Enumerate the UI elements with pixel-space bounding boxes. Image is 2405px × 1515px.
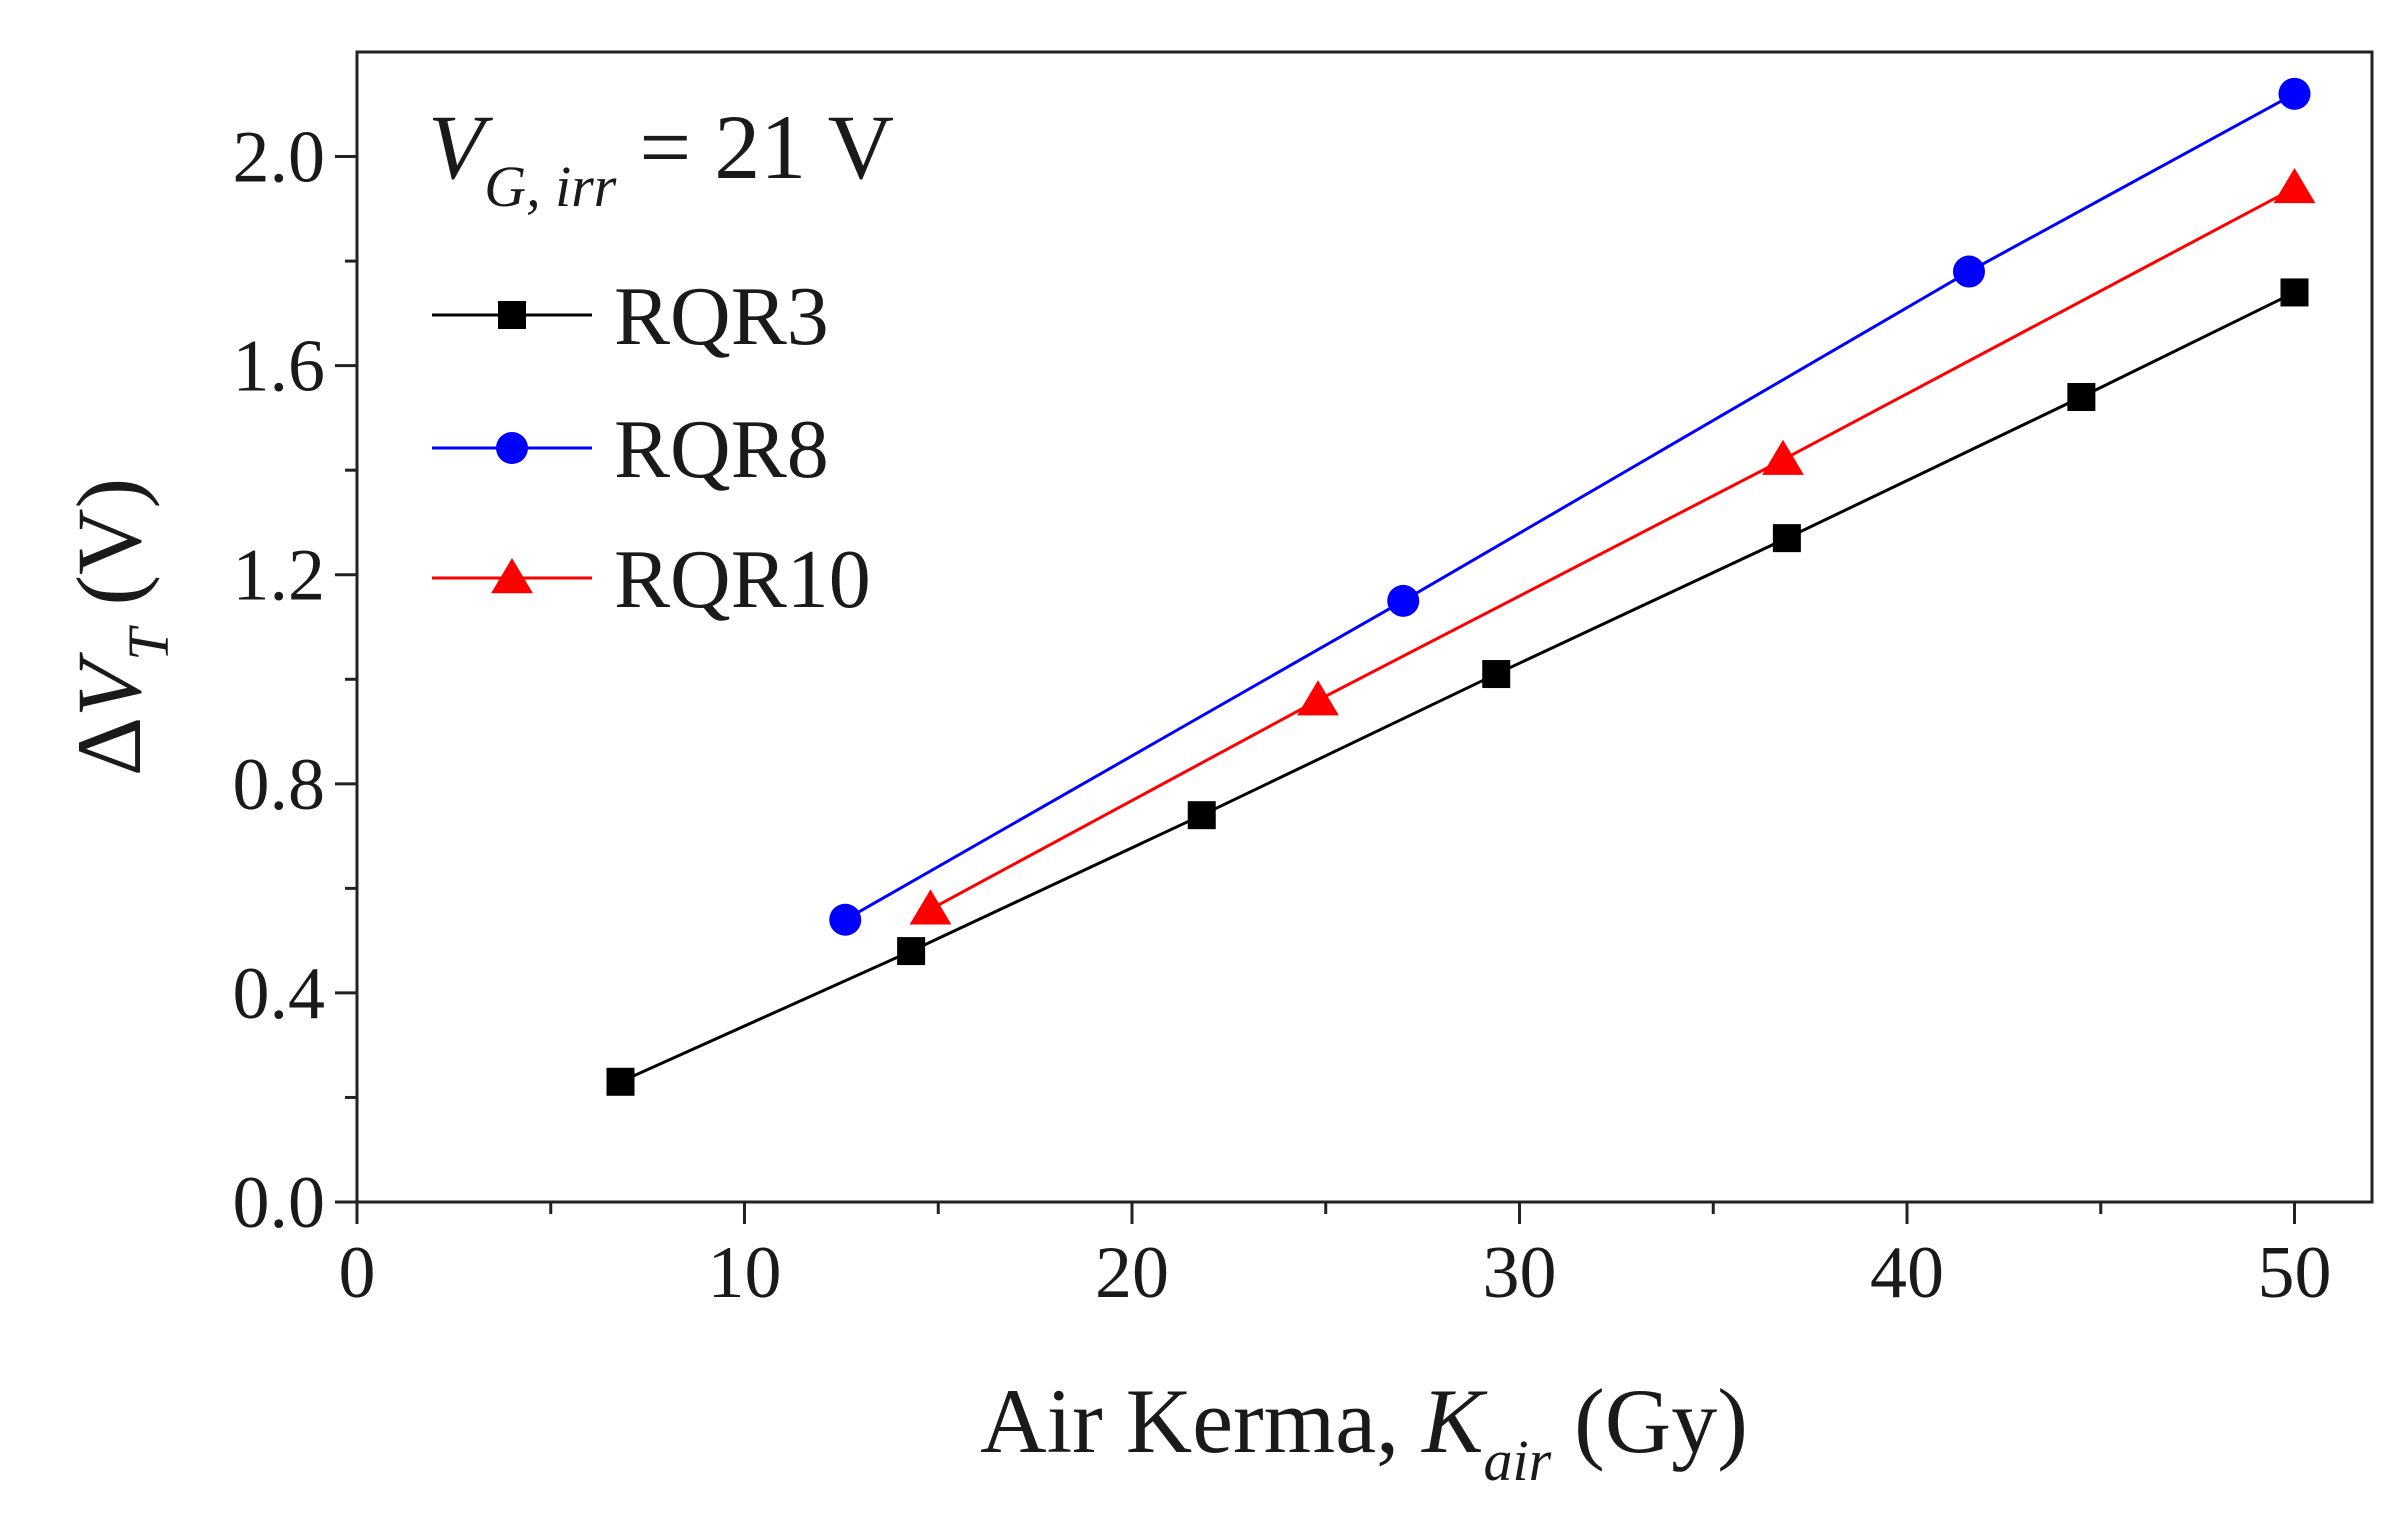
data-point-rqr10 [1762,439,1804,475]
legend-label-rqr10: RQR10 [614,533,871,626]
y-tick-label: 2.0 [233,117,326,199]
y-tick-label: 1.6 [233,326,326,408]
legend-item-rqr3: RQR3 [432,270,829,363]
data-point-rqr10 [1297,680,1339,716]
x-tick-label: 0 [339,1232,376,1314]
x-tick-label: 10 [708,1232,782,1314]
legend-item-rqr8: RQR8 [432,403,829,496]
legend-item-rqr10: RQR10 [432,533,871,626]
y-axis-title-var: V [58,651,160,717]
data-point-rqr10 [2273,167,2316,204]
data-point-rqr3 [1187,801,1216,830]
y-axis-title-sub: T [116,625,181,661]
legend-label-rqr8: RQR8 [614,403,829,496]
series-line-rqr3 [619,291,2296,1084]
x-axis-title-unit: (Gy) [1551,1370,1748,1472]
data-point-rqr10 [909,889,952,925]
x-tick-label: 30 [1483,1232,1557,1314]
axis-tick-labels: 0 10 20 30 40 50 0.0 0.4 0.8 1.2 1.6 2.0 [233,117,2332,1314]
data-point-rqr8 [2278,77,2311,110]
legend-swatch-marker [498,301,526,329]
series-line-rqr10 [929,186,2296,911]
annotation-rest: = 21 V [616,96,894,198]
y-tick-label: 0.4 [233,953,326,1035]
y-tick-label: 1.2 [233,535,326,617]
x-tick-label: 50 [2258,1232,2332,1314]
data-point-rqr3 [2067,383,2096,411]
axis-ticks [335,155,2296,1224]
data-point-rqr3 [1482,660,1511,689]
legend-swatch-marker [491,558,533,594]
annotation-sub: G, irr [484,154,617,219]
data-point-rqr8 [829,903,862,936]
y-axis-title-prefix: Δ [58,717,160,776]
series-rqr10 [909,167,2316,925]
y-axis-title: ΔVT (V) [58,478,181,776]
y-tick-label: 0.0 [233,1162,326,1244]
data-point-rqr3 [2280,278,2309,307]
legend-label-rqr3: RQR3 [614,270,829,363]
data-point-rqr3 [1772,524,1801,553]
data-point-rqr3 [897,937,926,966]
series-line-rqr8 [844,92,2296,922]
y-axis-title-unit: (V) [58,478,160,629]
annotation: VG, irr = 21 V [428,96,894,219]
x-axis-title-sub: air [1483,1428,1551,1493]
plot-frame [355,50,2374,1204]
data-point-rqr8 [1387,584,1420,617]
x-tick-label: 20 [1095,1232,1169,1314]
x-axis-title: Air Kerma, Kair (Gy) [980,1370,1748,1493]
x-tick-label: 40 [1870,1232,1944,1314]
legend: RQR3 RQR8 RQR10 [432,270,871,626]
y-tick-label: 0.8 [233,744,326,826]
data-point-rqr8 [1953,255,1985,288]
data-point-rqr3 [606,1067,635,1096]
x-axis-title-var: K [1420,1370,1488,1472]
series-rqr3 [606,278,2309,1096]
legend-swatch-marker [496,432,528,464]
x-axis-title-main: Air Kerma, [980,1370,1422,1472]
series-rqr8 [829,77,2311,936]
annotation-var: V [428,96,494,198]
series-layer [606,77,2316,1096]
